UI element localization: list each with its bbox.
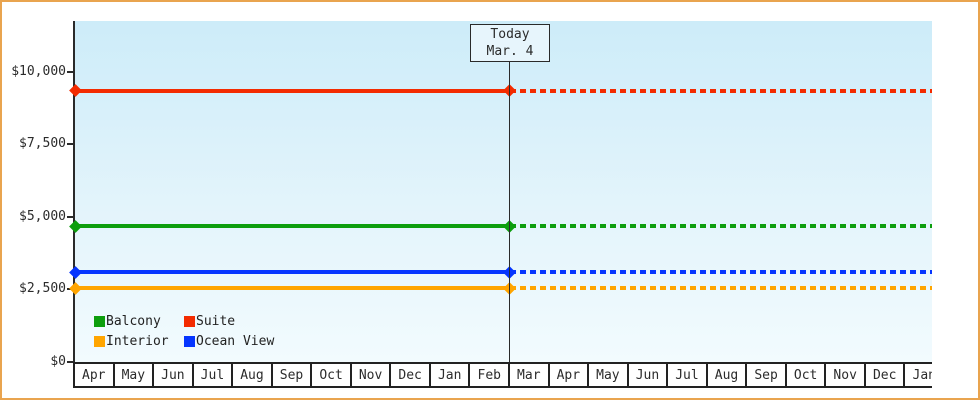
x-axis-month-row: Apr May Jun Jul Aug Sep Oct Nov Dec Jan Feb Mar Apr M… — [73, 362, 932, 388]
month-cell: Sep — [745, 364, 785, 386]
legend-label-suite: Suite — [196, 314, 236, 329]
month-cell: Jun — [152, 364, 192, 386]
month-cell: Jul — [191, 364, 232, 386]
month-cell: Dec — [389, 364, 429, 386]
month-cell: Jan — [428, 364, 469, 386]
y-axis-tick — [67, 143, 75, 145]
y-axis-line — [73, 21, 75, 362]
series-line-suite-dotted — [509, 88, 932, 93]
y-axis-tick-label: $7,500 — [19, 136, 66, 151]
series-line-ocean-view-solid — [75, 270, 510, 275]
legend-item-ocean-view: Ocean View — [184, 333, 274, 350]
legend: Balcony Suite Interior Ocean View — [94, 313, 274, 350]
month-cell: Jan — [903, 364, 932, 386]
series-marker-ocean-view — [68, 265, 82, 279]
y-axis-tick-label: $5,000 — [19, 208, 66, 224]
month-cell: Dec — [863, 364, 904, 386]
y-axis-tick — [67, 360, 75, 363]
legend-label-balcony: Balcony — [106, 314, 161, 329]
legend-swatch-interior — [94, 336, 105, 347]
month-cell: Nov — [824, 364, 864, 386]
today-label: Today — [490, 27, 530, 42]
month-cell: Apr — [73, 364, 113, 386]
series-marker-interior — [68, 282, 82, 295]
series-marker-balcony — [68, 219, 82, 233]
month-cell: Oct — [784, 364, 825, 386]
legend-label-interior: Interior — [106, 334, 169, 349]
today-annotation-box: Today Mar. 4 — [470, 24, 550, 62]
legend-item-suite: Suite — [184, 313, 274, 330]
series-line-balcony-solid — [75, 224, 510, 229]
legend-swatch-ocean-view — [184, 336, 195, 347]
month-cell: May — [587, 364, 627, 386]
series-line-ocean-view-dotted — [509, 270, 932, 275]
legend-item-interior: Interior — [94, 333, 184, 350]
legend-item-balcony: Balcony — [94, 313, 184, 330]
month-cell: Feb — [468, 364, 508, 386]
y-axis-tick-label: $0 — [50, 353, 66, 369]
plot-area — [75, 21, 932, 362]
legend-swatch-balcony — [94, 316, 105, 327]
y-axis-tick — [67, 215, 75, 218]
legend-label-ocean-view: Ocean View — [196, 334, 275, 349]
y-axis-tick-label: $2,500 — [19, 281, 66, 296]
month-cell: May — [112, 364, 153, 386]
y-axis-tick-label: $10,000 — [11, 63, 66, 79]
month-cell: Aug — [231, 364, 271, 386]
legend-swatch-suite — [184, 316, 195, 327]
today-date: Mar. 4 — [486, 44, 534, 59]
month-cell: Sep — [270, 364, 311, 386]
y-axis-tick — [67, 70, 75, 73]
month-cell: Nov — [349, 364, 390, 386]
today-vertical-line — [509, 62, 510, 362]
series-line-balcony-dotted — [509, 224, 932, 229]
series-marker-suite — [68, 84, 82, 98]
month-cell: Jul — [666, 364, 706, 386]
month-cell: Aug — [705, 364, 746, 386]
series-line-interior-solid — [75, 286, 510, 291]
month-cell: Apr — [547, 364, 588, 386]
month-cell: Oct — [310, 364, 350, 386]
month-cell: Jun — [626, 364, 667, 386]
series-line-interior-dotted — [509, 286, 932, 291]
month-cell: Mar — [508, 364, 548, 386]
series-line-suite-solid — [75, 88, 510, 93]
